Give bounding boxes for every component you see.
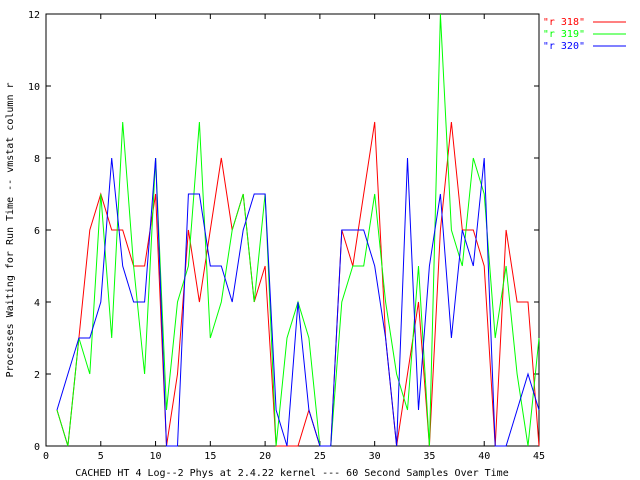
y-tick-label: 10 — [28, 82, 40, 93]
x-tick-label: 5 — [98, 451, 104, 462]
x-tick-label: 0 — [43, 451, 49, 462]
x-tick-label: 35 — [423, 451, 435, 462]
y-tick-label: 2 — [34, 370, 40, 381]
legend-label: "r 320" — [543, 41, 585, 52]
x-tick-label: 20 — [259, 451, 271, 462]
y-axis-label: Processes Waiting for Run Time -- vmstat… — [5, 82, 16, 377]
legend-label: "r 319" — [543, 29, 585, 40]
y-tick-label: 6 — [34, 226, 40, 237]
y-tick-label: 12 — [28, 10, 40, 21]
series-line — [56, 121, 540, 447]
series-line — [56, 157, 540, 447]
legend-label: "r 318" — [543, 17, 585, 28]
y-tick-label: 8 — [34, 154, 40, 165]
x-tick-label: 10 — [150, 451, 162, 462]
y-tick-label: 4 — [34, 298, 40, 309]
x-axis-label: CACHED HT 4 Log--2 Phys at 2.4.22 kernel… — [75, 468, 508, 479]
x-tick-label: 30 — [369, 451, 381, 462]
series-lines — [56, 13, 540, 447]
x-tick-label: 15 — [204, 451, 216, 462]
legend: "r 318""r 319""r 320" — [543, 17, 626, 52]
y-tick-label: 0 — [34, 442, 40, 453]
x-tick-label: 25 — [314, 451, 326, 462]
x-tick-label: 40 — [478, 451, 490, 462]
x-tick-label: 45 — [533, 451, 545, 462]
